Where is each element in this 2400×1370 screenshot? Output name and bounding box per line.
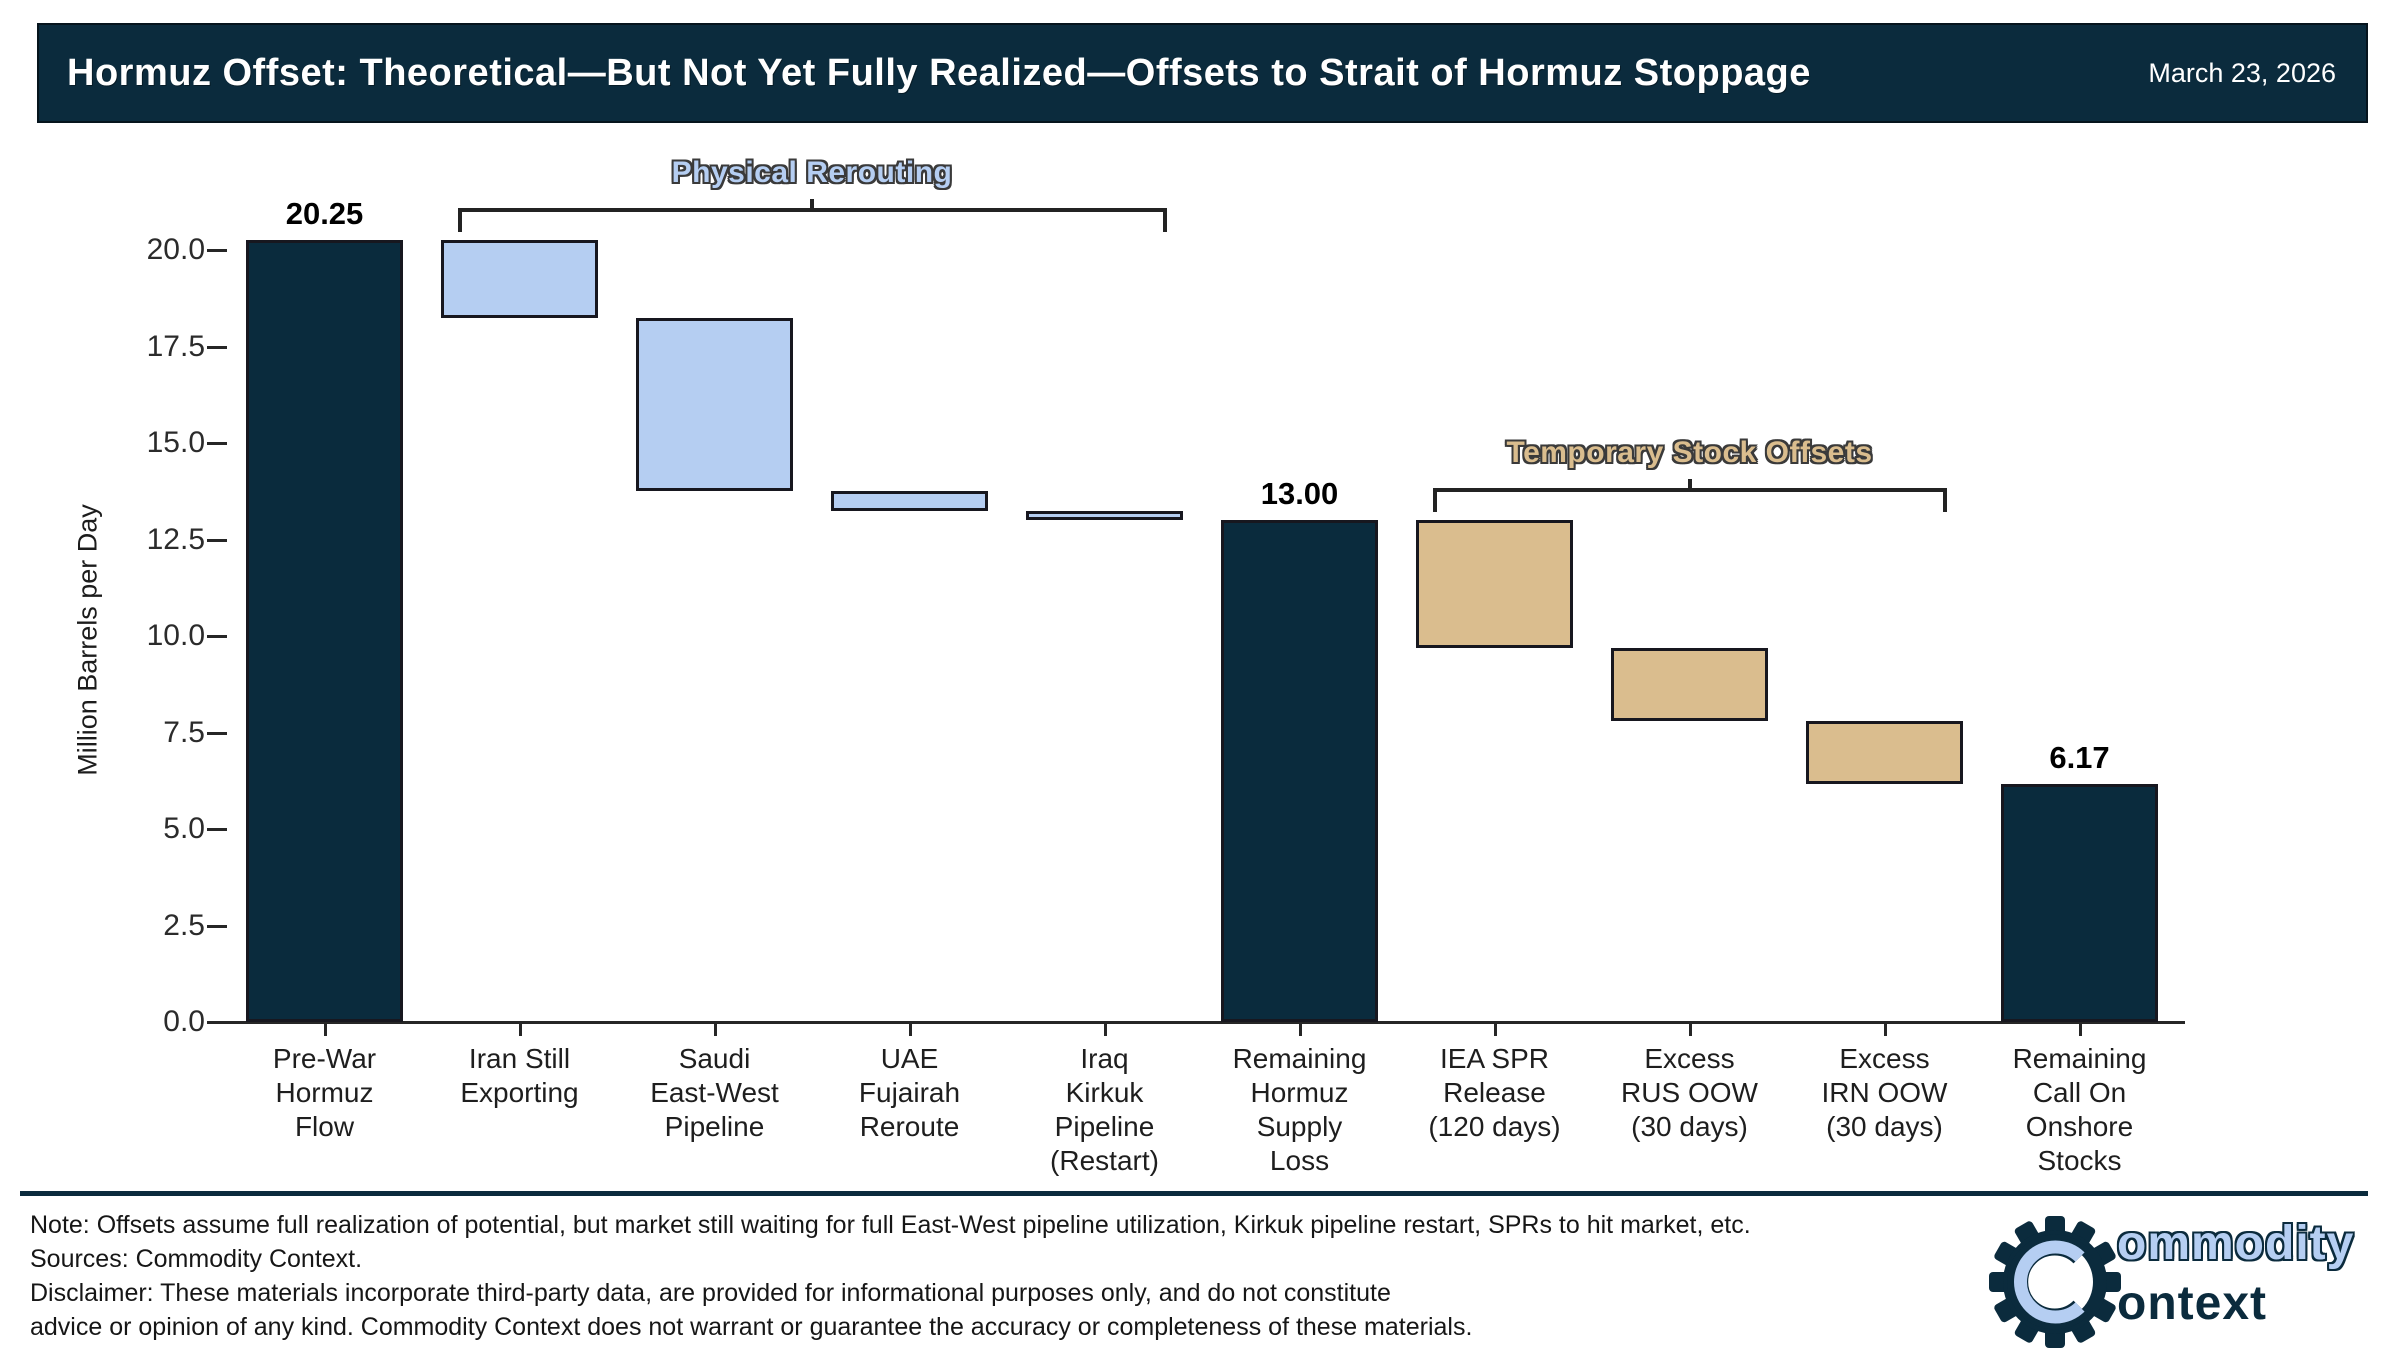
bar: [1221, 520, 1378, 1022]
bar: [246, 240, 403, 1022]
category-label: Iraq Kirkuk Pipeline (Restart): [1050, 1043, 1159, 1177]
bar-value-label: 13.00: [1260, 476, 1339, 512]
gear-icon: [1989, 1216, 2121, 1348]
bar: [2001, 783, 2158, 1022]
y-tick-label: 2.5: [163, 908, 205, 942]
bracket-center-nub: [810, 199, 814, 209]
logo-wordmark: ommodity ontext: [2117, 1214, 2354, 1334]
bracket-left-cap: [1432, 488, 1437, 513]
y-tick-mark: [207, 538, 227, 542]
bar: [831, 491, 988, 511]
x-tick-mark: [713, 1023, 717, 1036]
bracket-right-cap: [1942, 488, 1947, 513]
logo-word-commodity: ommodity: [2117, 1217, 2355, 1270]
bar: [636, 317, 793, 492]
bar: [1416, 520, 1573, 648]
bracket-label: Temporary Stock Offsets: [1506, 436, 1873, 470]
x-tick-mark: [908, 1023, 912, 1036]
bar: [441, 240, 598, 318]
category-label: Excess RUS OOW (30 days): [1621, 1043, 1758, 1143]
x-tick-mark: [1103, 1023, 1107, 1036]
x-tick-mark: [323, 1023, 327, 1036]
category-label: Pre-War Hormuz Flow: [272, 1043, 377, 1143]
commodity-context-logo: ommodity ontext: [1985, 1212, 2385, 1362]
category-label: Remaining Hormuz Supply Loss: [1232, 1043, 1367, 1177]
footer-notes: Note: Offsets assume full realization of…: [30, 1208, 1751, 1344]
y-tick-label: 20.0: [146, 233, 205, 266]
bracket-label: Physical Rerouting: [671, 156, 953, 190]
y-tick-mark: [207, 828, 227, 831]
y-tick-label: 15.0: [146, 426, 205, 459]
y-tick-mark: [207, 442, 227, 445]
bar-value-label: 20.25: [285, 196, 364, 232]
disclaimer-line-1: Disclaimer: These materials incorporate …: [30, 1279, 1391, 1307]
bar: [1026, 510, 1183, 521]
bracket-center-nub: [1687, 479, 1692, 489]
page-title: Hormuz Offset: Theoretical—But Not Yet F…: [67, 51, 1811, 94]
y-tick-mark: [207, 249, 227, 252]
logo-word-context: ontext: [2117, 1277, 2267, 1330]
y-tick-label: 12.5: [146, 522, 205, 556]
category-label: IEA SPR Release (120 days): [1428, 1043, 1561, 1143]
bar: [1806, 720, 1963, 784]
bracket-line: [1432, 488, 1947, 493]
bar-value-label: 6.17: [2049, 739, 2110, 775]
header-bar: Hormuz Offset: Theoretical—But Not Yet F…: [37, 23, 2368, 123]
x-axis-line: [207, 1021, 2185, 1024]
category-label: Remaining Call On Onshore Stocks: [2012, 1043, 2147, 1177]
bracket-right-cap: [1162, 208, 1167, 233]
bar: [1611, 647, 1768, 721]
y-tick-label: 7.5: [163, 715, 205, 749]
bracket-line: [457, 208, 1167, 213]
sources-line: Sources: Commodity Context.: [30, 1245, 363, 1273]
bracket-left-cap: [457, 208, 462, 233]
x-tick-mark: [1298, 1023, 1302, 1036]
y-tick-mark: [207, 924, 227, 928]
note-line: Note: Offsets assume full realization of…: [30, 1211, 1751, 1239]
x-tick-mark: [518, 1023, 522, 1036]
x-tick-mark: [2078, 1023, 2082, 1036]
category-label: UAE Fujairah Reroute: [858, 1043, 961, 1143]
y-tick-mark: [207, 635, 227, 638]
x-tick-mark: [1883, 1023, 1887, 1036]
disclaimer-line-2: advice or opinion of any kind. Commodity…: [30, 1313, 1473, 1341]
x-tick-mark: [1688, 1023, 1692, 1036]
category-label: Excess IRN OOW (30 days): [1821, 1043, 1948, 1143]
footer-divider: [20, 1191, 2368, 1196]
y-tick-label: 17.5: [146, 329, 205, 363]
x-tick-mark: [1493, 1023, 1497, 1036]
y-tick-label: 10.0: [146, 619, 205, 652]
y-tick-label: 0.0: [163, 1005, 205, 1038]
header-date: March 23, 2026: [2148, 57, 2336, 88]
y-tick-mark: [207, 731, 227, 735]
category-label: Saudi East-West Pipeline: [650, 1043, 779, 1143]
y-tick-label: 5.0: [163, 812, 205, 845]
category-label: Iran Still Exporting: [460, 1043, 579, 1109]
y-tick-mark: [207, 345, 227, 349]
waterfall-chart: Million Barrels per Day 0.0 2.5 5.0 7.5 10.0…: [73, 156, 2185, 1177]
